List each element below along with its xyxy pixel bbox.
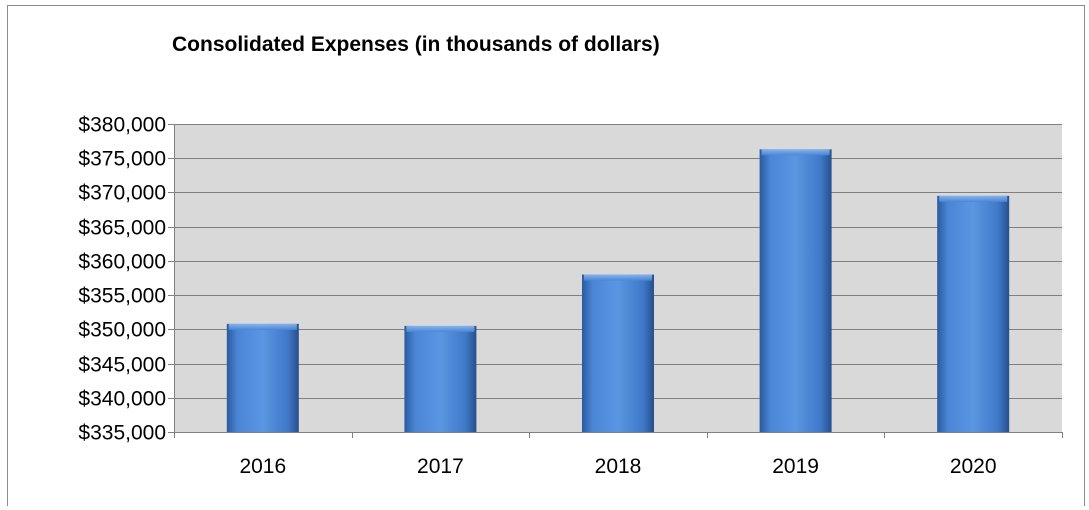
y-tick-label: $360,000	[78, 251, 166, 274]
y-tick-label: $335,000	[78, 422, 166, 445]
bar	[404, 325, 477, 432]
x-tick-label: 2020	[950, 455, 997, 478]
bar	[226, 323, 299, 432]
x-tick-label: 2016	[239, 455, 286, 478]
bar	[937, 195, 1010, 432]
x-tick-label: 2019	[772, 455, 819, 478]
bar-highlight	[228, 323, 297, 330]
chart-title: Consolidated Expenses (in thousands of d…	[172, 33, 660, 56]
y-tick-label: $355,000	[78, 285, 166, 308]
y-tick-label: $345,000	[78, 354, 166, 377]
bar-highlight	[406, 325, 475, 332]
axes	[168, 124, 1063, 438]
y-tick-label: $340,000	[78, 388, 166, 411]
bar-highlight	[761, 149, 830, 156]
bars	[226, 149, 1010, 432]
x-tick-label: 2017	[417, 455, 464, 478]
y-tick-label: $375,000	[78, 148, 166, 171]
y-tick-label: $350,000	[78, 319, 166, 342]
x-tick-label: 2018	[595, 455, 642, 478]
x-tick-labels: 2016 2017 2018 2019 2020	[239, 455, 996, 478]
y-tick-labels: $335,000 $340,000 $345,000 $350,000 $355,000…	[78, 114, 166, 445]
y-tick-label: $380,000	[78, 114, 166, 137]
bar-highlight	[584, 274, 652, 281]
bar-highlight	[939, 195, 1008, 202]
bar	[759, 149, 832, 432]
y-tick-label: $365,000	[78, 217, 166, 240]
bar	[582, 274, 654, 432]
y-tick-label: $370,000	[78, 182, 166, 205]
